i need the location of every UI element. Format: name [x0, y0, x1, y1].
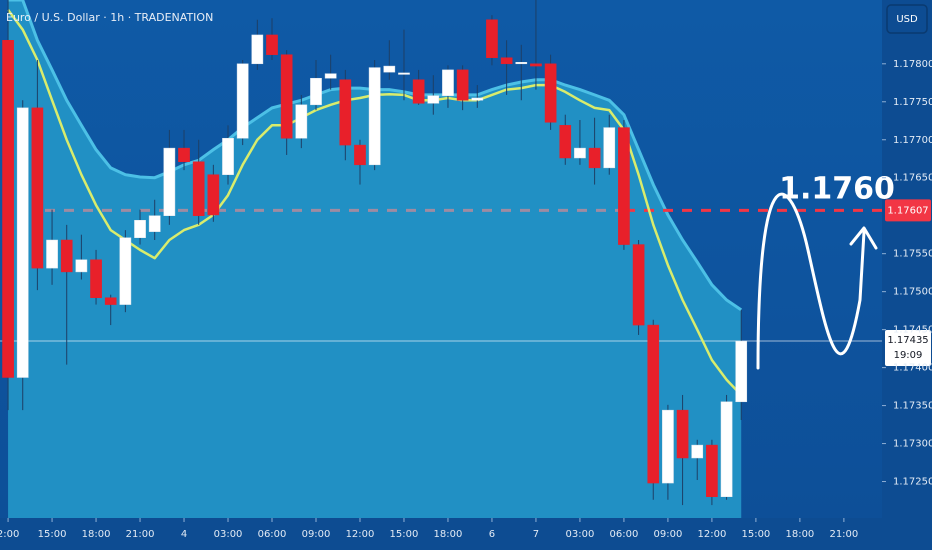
x-tick-label: 06:00	[258, 529, 287, 540]
candle-body	[134, 220, 146, 238]
x-tick-label: 03:00	[214, 529, 243, 540]
candle-body	[354, 144, 366, 166]
candle-body	[178, 147, 190, 163]
candle-body	[515, 62, 528, 65]
x-tick-label: 21:00	[829, 529, 858, 540]
x-tick-label: 18:00	[434, 529, 463, 540]
candle-body	[603, 127, 616, 169]
chart-title: Euro / U.S. Dollar · 1h · TRADENATION	[6, 11, 213, 24]
y-tick-label: 1.17450	[893, 325, 932, 336]
candle-body	[691, 444, 704, 459]
candle-body	[720, 401, 733, 497]
y-tick-label: 1.17350	[893, 401, 932, 412]
band-area	[8, 0, 742, 518]
x-tick-label: 09:00	[302, 529, 331, 540]
candle-body	[295, 104, 308, 139]
candle-body	[676, 409, 689, 459]
x-tick-label: 21:00	[126, 529, 155, 540]
currency-button[interactable]	[886, 4, 928, 34]
candle-body	[383, 65, 396, 73]
x-tick-label: 18:00	[82, 529, 111, 540]
overlay: 1.1760 Euro / U.S. Dollar · 1h · TRADENA…	[6, 4, 931, 370]
y-tick-label: 1.17700	[893, 135, 932, 146]
x-tick-label: 15:00	[390, 529, 419, 540]
y-tick-label: 1.17550	[893, 249, 932, 260]
x-tick-label: 6	[489, 529, 495, 540]
level-price-box	[885, 199, 931, 222]
x-tick-label: 12:00	[346, 529, 375, 540]
candle-body	[207, 174, 220, 216]
projection-curve	[756, 192, 866, 370]
y-tick-label: 1.17750	[893, 97, 932, 108]
x-tick-label: 18:00	[785, 529, 814, 540]
y-tick-label: 1.17800	[893, 59, 932, 70]
y-tick-label: 1.17500	[893, 287, 932, 298]
candle-body	[500, 57, 513, 65]
candle-body	[471, 97, 484, 101]
candle-body	[60, 239, 73, 273]
candle-body	[16, 107, 29, 378]
x-tick-label: 09:00	[654, 529, 683, 540]
candle-body	[104, 297, 117, 305]
candle-body	[31, 107, 44, 269]
target-annotation: 1.1760	[779, 172, 895, 207]
candle-body	[398, 72, 410, 75]
candle-body	[266, 34, 278, 55]
plot	[0, 0, 882, 518]
y-tick-label: 1.17650	[893, 173, 932, 184]
candle-body	[427, 95, 440, 104]
candle-body	[222, 137, 234, 175]
candle-body	[647, 324, 660, 484]
candle-body	[574, 147, 586, 159]
x-tick-label: 06:00	[610, 529, 639, 540]
candle-body	[486, 19, 498, 58]
candle-body	[2, 40, 14, 378]
x-tick-label: 2:00	[0, 529, 19, 540]
x-tick-label: 15:00	[741, 529, 770, 540]
y-tick-label: 1.17250	[893, 477, 932, 488]
candle-body	[236, 63, 249, 139]
x-tick-label: 12:00	[697, 529, 726, 540]
candle-body	[456, 69, 469, 101]
y-tick-label: 1.17400	[893, 363, 932, 374]
candle-body	[75, 259, 88, 273]
candle-body	[163, 147, 176, 216]
candle-body	[618, 127, 630, 245]
candle-body	[706, 444, 718, 497]
candle-body	[90, 259, 102, 298]
candle-body	[324, 73, 337, 79]
candle-body	[46, 239, 58, 269]
candle-body	[530, 63, 542, 67]
candle-body	[735, 340, 748, 403]
x-tick-label: 4	[181, 529, 187, 540]
countdown-label: 19:09	[894, 350, 923, 361]
projection-arrowhead	[849, 226, 878, 250]
candle-body	[662, 409, 674, 484]
candle-body	[310, 77, 322, 106]
level-price-label: 1.17607	[887, 205, 928, 216]
candle-body	[544, 63, 557, 123]
candle-body	[588, 147, 601, 169]
current-price-box	[885, 330, 931, 367]
candle-body	[251, 34, 264, 65]
candle-body	[559, 125, 572, 159]
candle-body	[412, 79, 425, 104]
x-tick-label: 7	[533, 529, 539, 540]
y-tick-label: 1.17300	[893, 439, 932, 450]
candle-body	[280, 54, 293, 139]
candle-body	[148, 215, 161, 232]
currency-label[interactable]: USD	[896, 14, 918, 25]
candle-body	[339, 79, 352, 146]
candle-body	[632, 244, 645, 326]
x-tick-label: 03:00	[566, 529, 595, 540]
candle-body	[368, 67, 381, 166]
candle-body	[442, 69, 454, 96]
candle-body	[119, 237, 132, 305]
candle-body	[192, 161, 205, 216]
current-price-label: 1.17435	[887, 335, 928, 346]
x-tick-label: 15:00	[38, 529, 67, 540]
